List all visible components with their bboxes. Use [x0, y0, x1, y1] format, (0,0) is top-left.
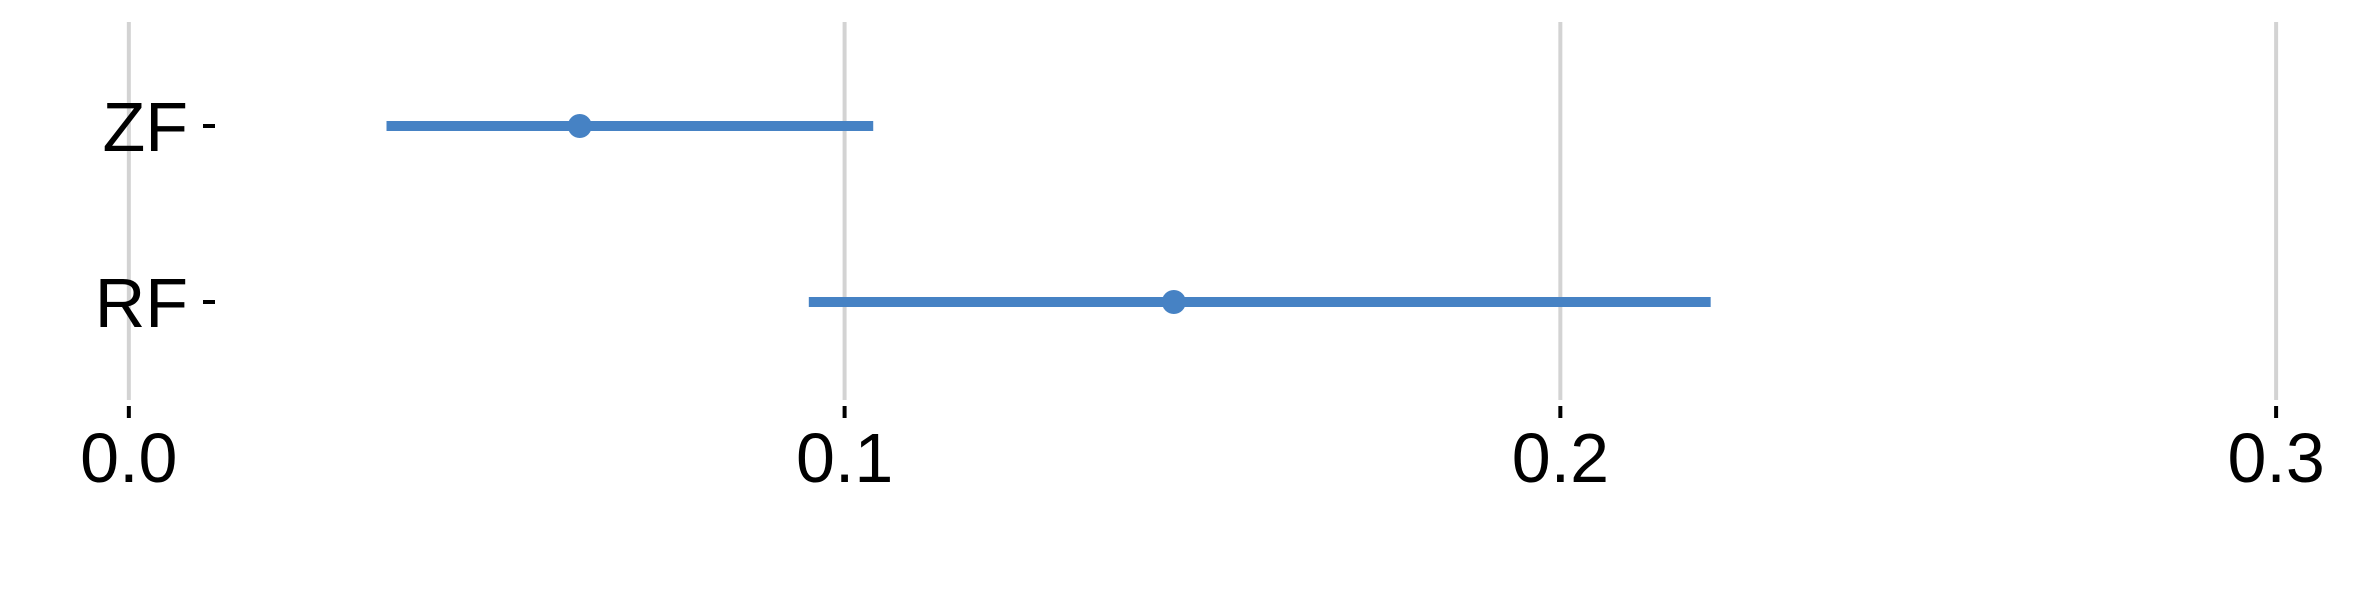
y-tick-label-rf: RF	[95, 264, 188, 342]
point-estimate-rf	[1161, 290, 1186, 314]
point-estimate-zf	[567, 114, 592, 138]
x-tick-label: 0.0	[80, 419, 177, 497]
grid-layer	[126, 22, 2279, 400]
y-tick-label-zf: ZF	[102, 88, 188, 166]
y-axis: ZF RF	[95, 88, 215, 342]
marks-layer	[386, 114, 1711, 314]
x-tick-label: 0.3	[2227, 419, 2324, 497]
x-tick-label: 0.1	[796, 419, 893, 497]
x-tick-label: 0.2	[1512, 419, 1609, 497]
x-axis: 0.0 0.1 0.2 0.3	[80, 406, 2325, 497]
